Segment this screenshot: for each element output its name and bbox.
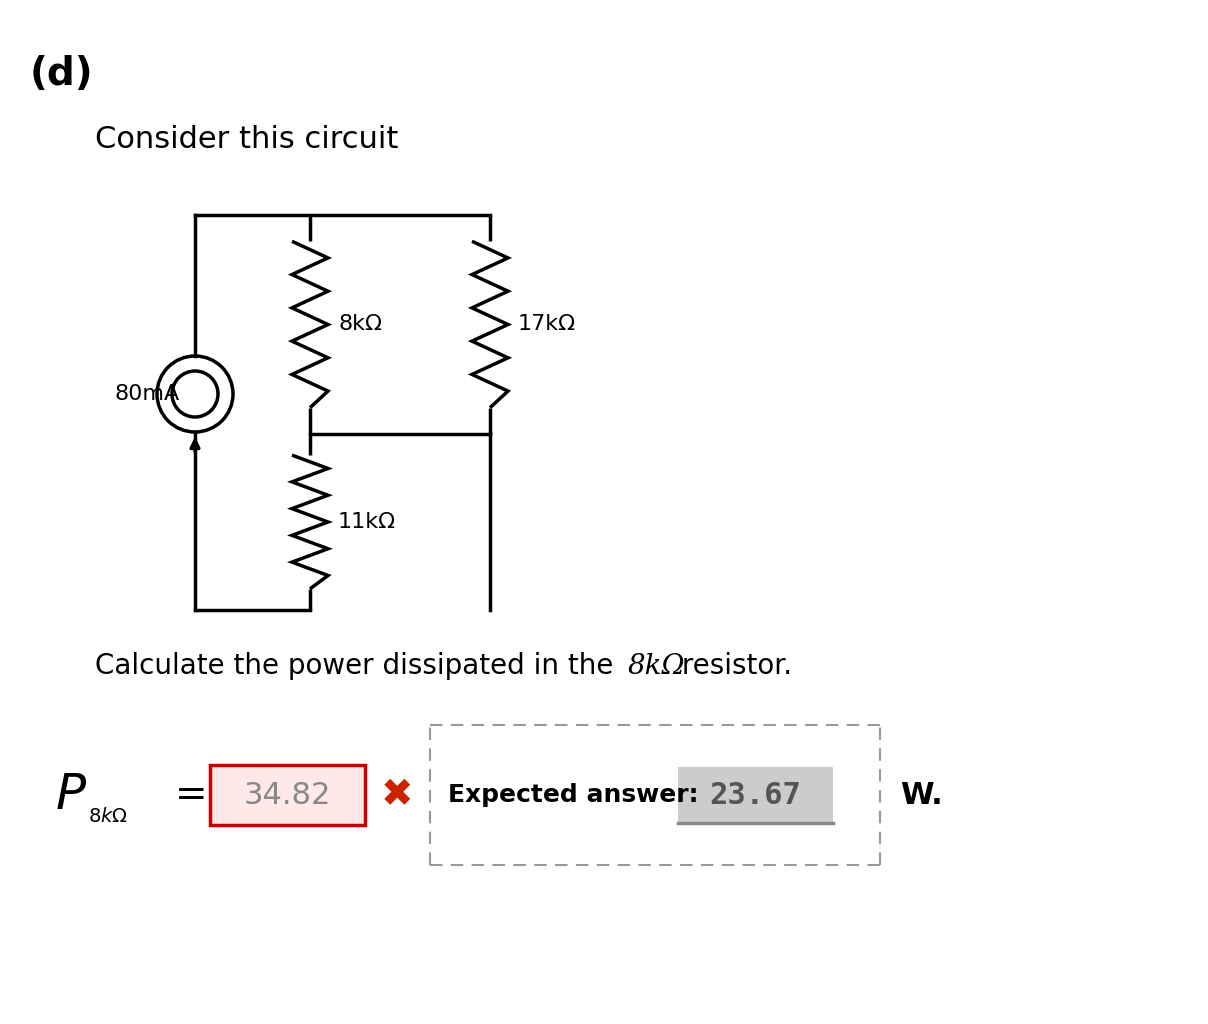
Bar: [678, 767, 834, 823]
Text: Consider this circuit: Consider this circuit: [95, 125, 399, 154]
Text: 11kΩ: 11kΩ: [338, 512, 396, 532]
Text: 17kΩ: 17kΩ: [518, 314, 576, 335]
Text: resistor.: resistor.: [673, 652, 792, 680]
Text: =: =: [175, 776, 208, 814]
Text: W.: W.: [900, 780, 942, 810]
Text: $8k\Omega$: $8k\Omega$: [88, 808, 128, 826]
Text: 23.67: 23.67: [709, 780, 801, 810]
Text: (d): (d): [30, 55, 94, 93]
Text: ✖: ✖: [381, 776, 413, 814]
Text: $\mathit{P}$: $\mathit{P}$: [56, 771, 87, 819]
Bar: [210, 765, 365, 825]
Text: Expected answer:: Expected answer:: [448, 783, 698, 807]
Text: 8kΩ: 8kΩ: [628, 653, 685, 680]
Text: 80mA: 80mA: [115, 384, 180, 404]
Text: 8kΩ: 8kΩ: [338, 314, 382, 335]
Text: Calculate the power dissipated in the: Calculate the power dissipated in the: [95, 652, 622, 680]
Text: 34.82: 34.82: [244, 780, 331, 810]
